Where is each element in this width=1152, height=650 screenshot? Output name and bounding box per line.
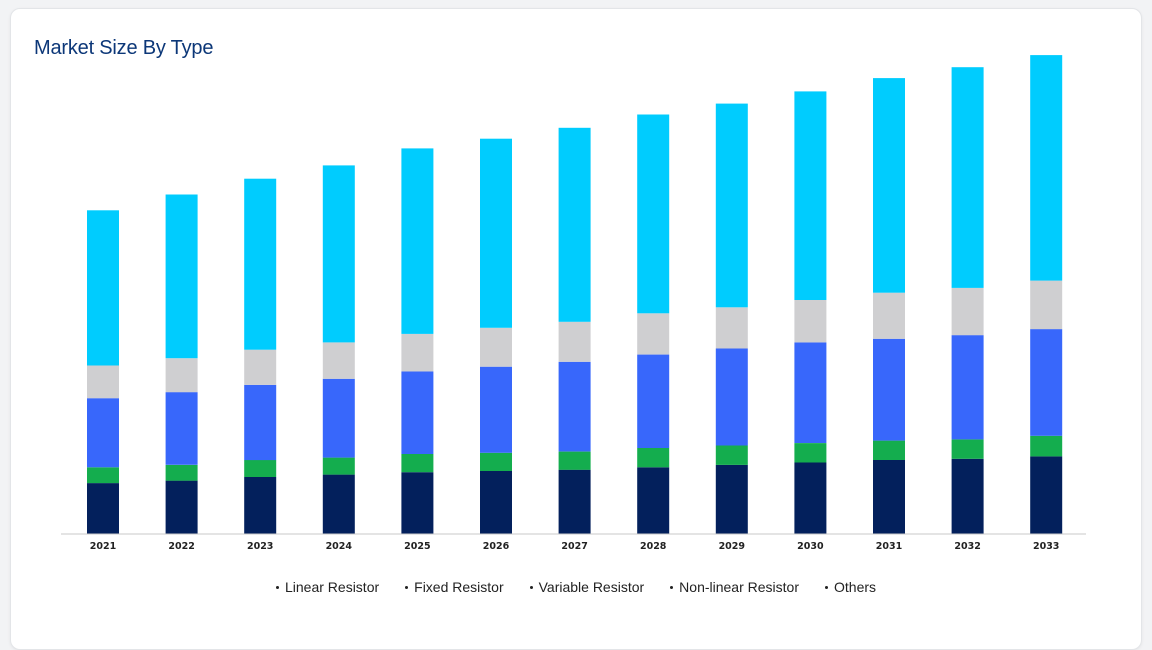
bar-segment-2032-s2 xyxy=(951,335,984,440)
x-tick-label-2021: 2021 xyxy=(90,541,116,552)
bar-segment-2031-s2 xyxy=(873,338,905,441)
bar-segment-2029-s2 xyxy=(715,348,748,446)
bar-segment-2024-s0 xyxy=(322,474,355,534)
bar-segment-2026-s2 xyxy=(480,366,512,453)
bar-segment-2027-s3 xyxy=(558,321,591,362)
bar-segment-2021-s0 xyxy=(87,483,119,534)
x-tick-label-2023: 2023 xyxy=(247,541,273,552)
bar-segment-2031-s4 xyxy=(873,78,905,293)
chart-legend: Linear Resistor Fixed Resistor Variable Re… xyxy=(11,579,1141,595)
bar-segment-2028-s1 xyxy=(637,447,670,468)
bar-segment-2021-s4 xyxy=(87,210,119,366)
legend-item-3[interactable]: Non-linear Resistor xyxy=(670,579,799,595)
bar-segment-2026-s3 xyxy=(480,327,512,367)
x-tick-label-2033: 2033 xyxy=(1033,541,1059,552)
bar-segment-2031-s3 xyxy=(873,292,905,339)
legend-bullet-icon xyxy=(825,585,828,589)
bar-segment-2022-s0 xyxy=(165,480,198,534)
bar-segment-2028-s4 xyxy=(637,114,670,314)
bar-segment-2033-s0 xyxy=(1030,456,1063,534)
bar-segment-2033-s3 xyxy=(1030,280,1063,330)
x-tick-label-2029: 2029 xyxy=(719,541,745,552)
bar-segment-2028-s2 xyxy=(637,354,670,448)
legend-label: Variable Resistor xyxy=(538,579,645,595)
bar-segment-2023-s0 xyxy=(244,477,277,534)
bar-segment-2025-s3 xyxy=(401,333,434,372)
bar-segment-2025-s1 xyxy=(401,454,434,473)
chart-title: Market Size By Type xyxy=(34,37,214,59)
x-tick-label-2026: 2026 xyxy=(483,541,510,552)
bar-segment-2029-s1 xyxy=(715,445,748,465)
bar-segment-2021-s2 xyxy=(87,398,119,468)
legend-label: Non-linear Resistor xyxy=(679,579,799,595)
legend-bullet-icon xyxy=(529,585,533,589)
bar-segment-2032-s4 xyxy=(951,67,984,288)
bar-segment-2029-s3 xyxy=(715,307,748,349)
bar-segment-2026-s4 xyxy=(480,138,512,328)
bar-segment-2021-s3 xyxy=(87,365,119,399)
bar-segment-2030-s1 xyxy=(794,443,827,463)
legend-item-0[interactable]: Linear Resistor xyxy=(275,579,380,595)
bar-segment-2025-s4 xyxy=(401,148,434,334)
bar-segment-2026-s0 xyxy=(480,470,512,534)
bar-segment-2032-s0 xyxy=(951,458,984,534)
x-tick-label-2024: 2024 xyxy=(326,541,353,552)
legend-item-1[interactable]: Fixed Resistor xyxy=(405,579,504,595)
bar-segment-2025-s2 xyxy=(401,371,434,454)
bar-segment-2023-s4 xyxy=(244,178,277,350)
bar-segment-2033-s2 xyxy=(1030,329,1063,436)
bar-segment-2027-s2 xyxy=(558,361,591,452)
bar-segment-2024-s4 xyxy=(322,165,355,343)
bar-segment-2025-s0 xyxy=(401,472,434,534)
bar-segment-2031-s1 xyxy=(873,440,905,460)
bar-segment-2028-s0 xyxy=(637,467,670,534)
x-tick-label-2025: 2025 xyxy=(404,541,430,552)
bar-segment-2032-s1 xyxy=(951,439,984,459)
stacked-bar-chart: 2021 2022 2023 2024 2025 2026 2027 2028 2029 2030… xyxy=(61,55,1086,552)
bar-segment-2027-s4 xyxy=(558,127,591,322)
x-tick-labels: 2021 2022 2023 2024 2025 2026 2027 2028 2029 2030… xyxy=(90,541,1060,552)
x-tick-label-2030: 2030 xyxy=(797,541,824,552)
x-tick-label-2022: 2022 xyxy=(168,541,194,552)
bar-segment-2024-s2 xyxy=(322,378,355,458)
bar-segment-2033-s4 xyxy=(1030,55,1063,281)
bar-segment-2022-s3 xyxy=(165,358,198,393)
legend-bullet-icon xyxy=(275,585,279,589)
bar-segment-2029-s0 xyxy=(715,464,748,534)
bars-layer xyxy=(87,55,1063,534)
bar-segment-2024-s1 xyxy=(322,457,355,475)
bar-segment-2027-s1 xyxy=(558,451,591,470)
bar-segment-2030-s4 xyxy=(794,91,827,301)
legend-label: Others xyxy=(834,579,877,595)
legend-item-4[interactable]: Others xyxy=(825,579,876,595)
bar-segment-2030-s3 xyxy=(794,300,827,343)
legend-bullet-icon xyxy=(405,585,409,589)
legend-label: Fixed Resistor xyxy=(414,579,504,595)
bar-segment-2030-s2 xyxy=(794,342,827,443)
x-tick-label-2028: 2028 xyxy=(640,541,667,552)
bar-segment-2024-s3 xyxy=(322,342,355,379)
bar-segment-2022-s2 xyxy=(165,392,198,465)
bar-segment-2033-s1 xyxy=(1030,435,1063,457)
bar-segment-2021-s1 xyxy=(87,467,119,484)
legend-label: Linear Resistor xyxy=(284,579,380,595)
bar-segment-2027-s0 xyxy=(558,469,591,534)
bar-segment-2032-s3 xyxy=(951,287,984,336)
x-tick-label-2027: 2027 xyxy=(561,541,587,552)
bar-segment-2023-s3 xyxy=(244,349,277,385)
bar-segment-2029-s4 xyxy=(715,103,748,308)
bar-segment-2030-s0 xyxy=(794,462,827,534)
bar-segment-2023-s2 xyxy=(244,384,277,461)
chart-card: Market Size By Type 2021 2022 2023 2024 2025… xyxy=(10,8,1142,650)
bar-segment-2023-s1 xyxy=(244,460,277,477)
x-tick-label-2031: 2031 xyxy=(876,541,902,552)
x-tick-label-2032: 2032 xyxy=(954,541,980,552)
bar-segment-2026-s1 xyxy=(480,452,512,471)
bar-segment-2022-s4 xyxy=(165,194,198,359)
bar-segment-2031-s0 xyxy=(873,460,905,534)
legend-item-2[interactable]: Variable Resistor xyxy=(529,579,645,595)
bar-segment-2022-s1 xyxy=(165,464,198,481)
legend-bullet-icon xyxy=(670,585,674,589)
bar-segment-2028-s3 xyxy=(637,313,670,355)
